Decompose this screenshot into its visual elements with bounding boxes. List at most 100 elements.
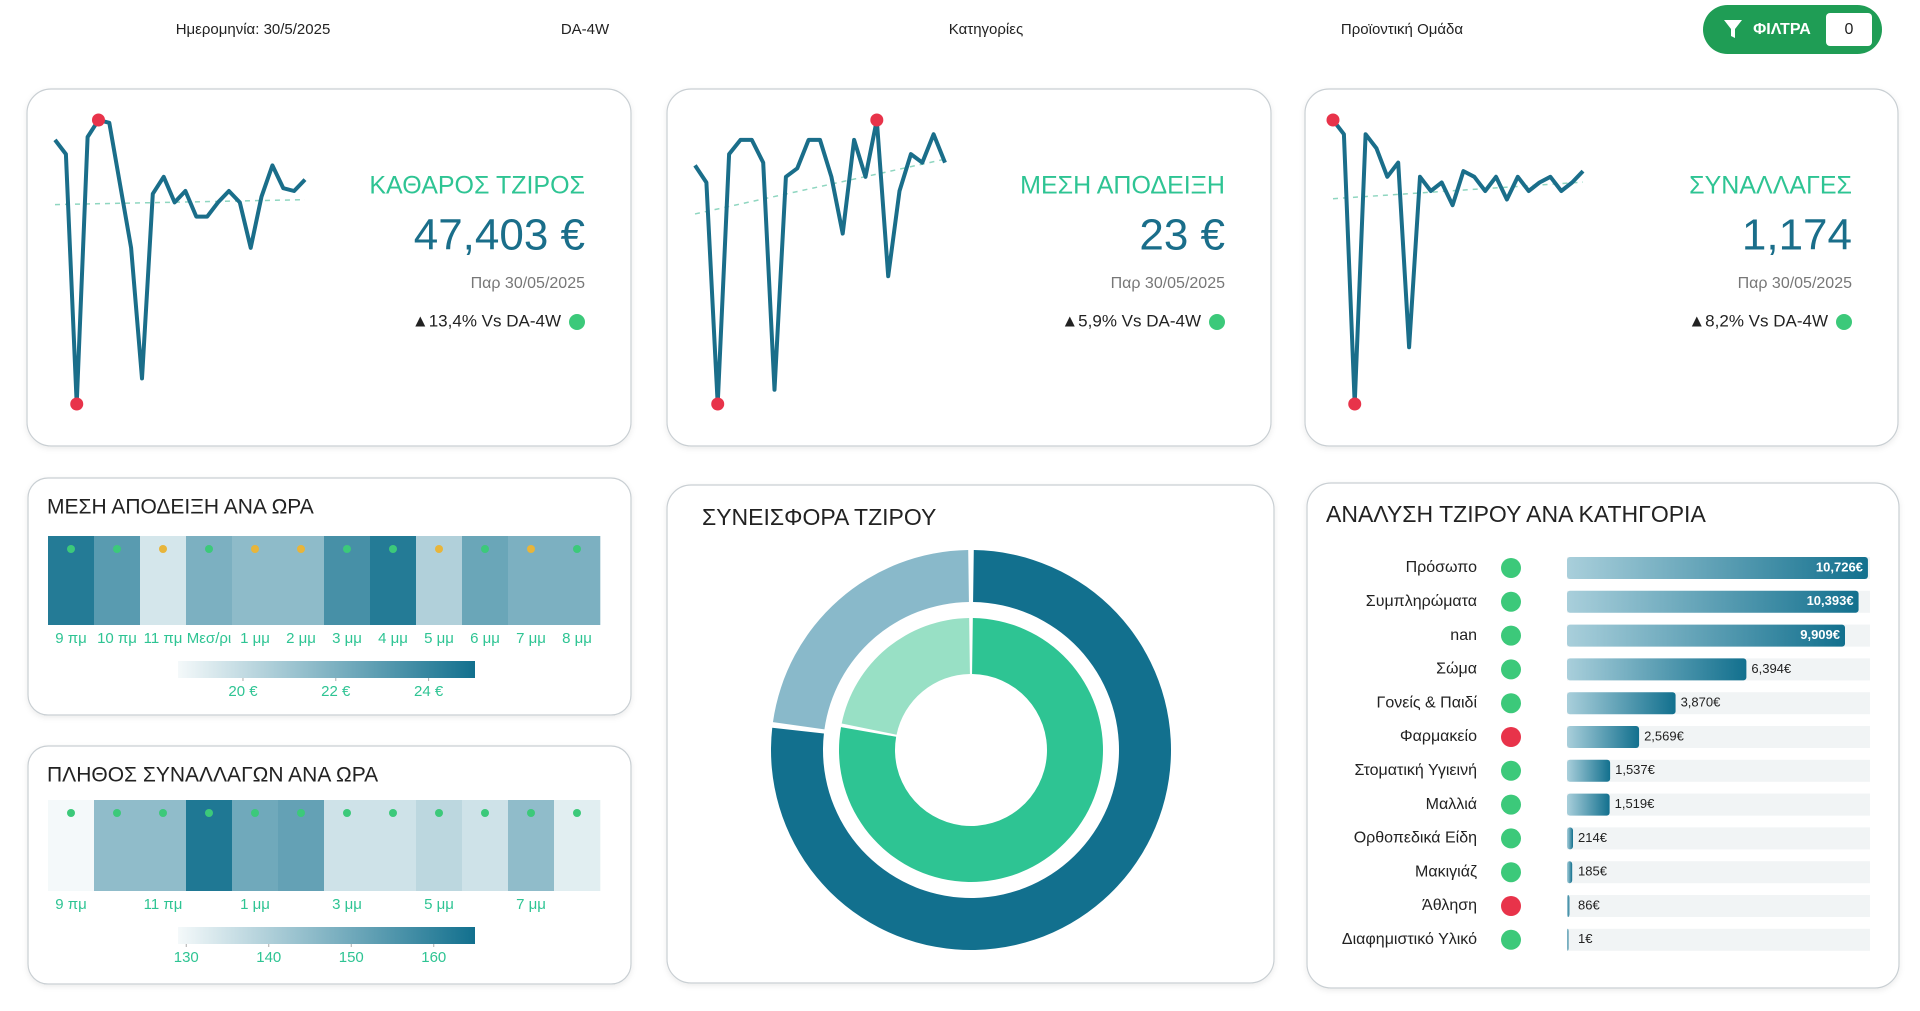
status-dot — [205, 809, 213, 817]
bar — [1567, 658, 1747, 681]
filter-label[interactable]: ΦΙΛΤΡΑ — [1753, 21, 1811, 38]
kpi-status-dot — [1209, 314, 1225, 330]
x-tick-label: 11 πμ — [144, 630, 183, 647]
x-tick-label: 3 μμ — [332, 630, 362, 647]
status-dot — [1501, 659, 1521, 680]
chart-title: ΑΝΑΛΥΣΗ ΤΖΙΡΟΥ ΑΝΑ ΚΑΤΗΓΟΡΙΑ — [1326, 501, 1706, 527]
y-tick-label: Μαλλιά — [1426, 796, 1477, 813]
status-dot — [251, 809, 259, 817]
bar — [1567, 759, 1611, 782]
kpi-title: ΣΥΝΑΛΛΑΓΕΣ — [1689, 172, 1852, 200]
status-dot — [389, 545, 397, 553]
x-tick-label: 8 μμ — [562, 630, 592, 647]
status-dot — [67, 545, 75, 553]
kpi-card — [26, 88, 632, 447]
x-tick-label: 2 μμ — [286, 630, 316, 647]
kpi-change: ▲8,2% Vs DA-4W — [1688, 311, 1828, 330]
header-categories[interactable]: Κατηγορίες — [949, 21, 1023, 38]
sparkline — [1331, 118, 1585, 406]
colorbar-tick-label: 150 — [339, 949, 364, 966]
colorbar — [178, 927, 475, 944]
x-tick-label: 10 πμ — [97, 630, 137, 647]
y-tick-label: Μακιγιάζ — [1415, 863, 1477, 880]
filter-icon[interactable] — [1724, 20, 1742, 38]
status-dot — [297, 545, 305, 553]
value-label: 1,537€ — [1615, 762, 1656, 777]
filter-count-box[interactable] — [1826, 13, 1872, 46]
status-dot — [113, 809, 121, 817]
value-label: 6,394€ — [1751, 661, 1792, 676]
filter-count[interactable]: 0 — [1845, 21, 1854, 38]
status-dot — [389, 809, 397, 817]
kpi-date: Παρ 30/05/2025 — [1738, 275, 1853, 292]
status-dot — [297, 809, 305, 817]
colorbar — [178, 661, 475, 678]
status-dot — [67, 809, 75, 817]
bar-track — [1567, 759, 1870, 782]
bar-track — [1567, 895, 1870, 917]
status-dot — [1501, 727, 1521, 747]
kpi-date: Παρ 30/05/2025 — [471, 275, 586, 292]
status-dot — [527, 809, 535, 817]
header-product-group[interactable]: Προϊοντική Ομάδα — [1341, 21, 1463, 38]
kpi-status-dot — [569, 314, 585, 330]
chart-title: ΜΕΣΗ ΑΠΟΔΕΙΞΗ ΑΝΑ ΩΡΑ — [47, 496, 314, 519]
value-label: 2,569€ — [1644, 728, 1685, 743]
y-tick-label: Γονείς & Παιδί — [1377, 694, 1478, 711]
colorbar-tick-label: 20 € — [228, 683, 258, 700]
filter-button[interactable]: ΦΙΛΤΡΑ 0 — [1703, 5, 1882, 54]
value-label: 185€ — [1578, 864, 1608, 879]
status-dot — [527, 545, 535, 553]
x-tick-label: 5 μμ — [424, 630, 454, 647]
donut-segment — [838, 618, 1104, 883]
x-tick-label: 9 πμ — [55, 896, 87, 913]
y-tick-label: Συμπληρώματα — [1366, 593, 1477, 610]
status-dot — [1501, 693, 1521, 714]
bar — [1567, 557, 1868, 579]
header-compare[interactable]: DA-4W — [561, 21, 610, 38]
x-tick-label: 4 μμ — [378, 630, 408, 647]
status-dot — [1501, 558, 1521, 578]
sparkline-marker — [711, 397, 725, 411]
status-dot — [1501, 929, 1521, 950]
bar — [1567, 928, 1569, 951]
value-label: 3,870€ — [1681, 695, 1722, 710]
status-dot — [159, 809, 167, 817]
status-dot — [573, 809, 581, 817]
bar — [1567, 895, 1570, 917]
kpi-status-dot — [1836, 314, 1852, 330]
y-tick-label: Στοματική Υγιεινή — [1354, 762, 1477, 779]
kpi-card — [1304, 88, 1899, 447]
status-dot — [1501, 625, 1521, 646]
status-dot — [343, 545, 351, 553]
kpi-card — [666, 88, 1272, 447]
bar-track — [1567, 726, 1870, 748]
status-dot — [1501, 828, 1521, 849]
status-dot — [435, 809, 443, 817]
x-tick-label: 11 πμ — [144, 896, 183, 913]
status-dot — [1501, 760, 1521, 781]
bar — [1567, 861, 1573, 884]
value-label: 1€ — [1578, 931, 1593, 946]
kpi-date: Παρ 30/05/2025 — [1111, 275, 1226, 292]
x-tick-label: 5 μμ — [424, 896, 454, 913]
chart-title: ΠΛΗΘΟΣ ΣΥΝΑΛΛΑΓΩΝ ΑΝΑ ΩΡΑ — [47, 764, 378, 787]
status-dot — [1501, 862, 1521, 883]
value-label: 10,726€ — [1816, 559, 1863, 574]
sparkline-marker — [1348, 397, 1362, 411]
status-dot — [435, 545, 443, 553]
kpi-title: ΚΑΘΑΡΟΣ ΤΖΙΡΟΣ — [369, 172, 585, 200]
colorbar-tick-label: 24 € — [414, 683, 444, 700]
bar — [1567, 624, 1846, 647]
value-label: 1,519€ — [1615, 796, 1656, 811]
x-tick-label: 3 μμ — [332, 896, 362, 913]
status-dot — [205, 545, 213, 553]
trend-line — [54, 198, 306, 206]
value-label: 214€ — [1578, 830, 1608, 845]
sparkline-marker — [70, 397, 84, 411]
bar — [1567, 692, 1676, 715]
x-tick-label: 9 πμ — [55, 630, 87, 647]
x-tick-label: 7 μμ — [516, 896, 546, 913]
y-tick-label: Διαφημιστικό Υλικό — [1342, 931, 1477, 948]
kpi-title: ΜΕΣΗ ΑΠΟΔΕΙΞΗ — [1020, 172, 1225, 200]
